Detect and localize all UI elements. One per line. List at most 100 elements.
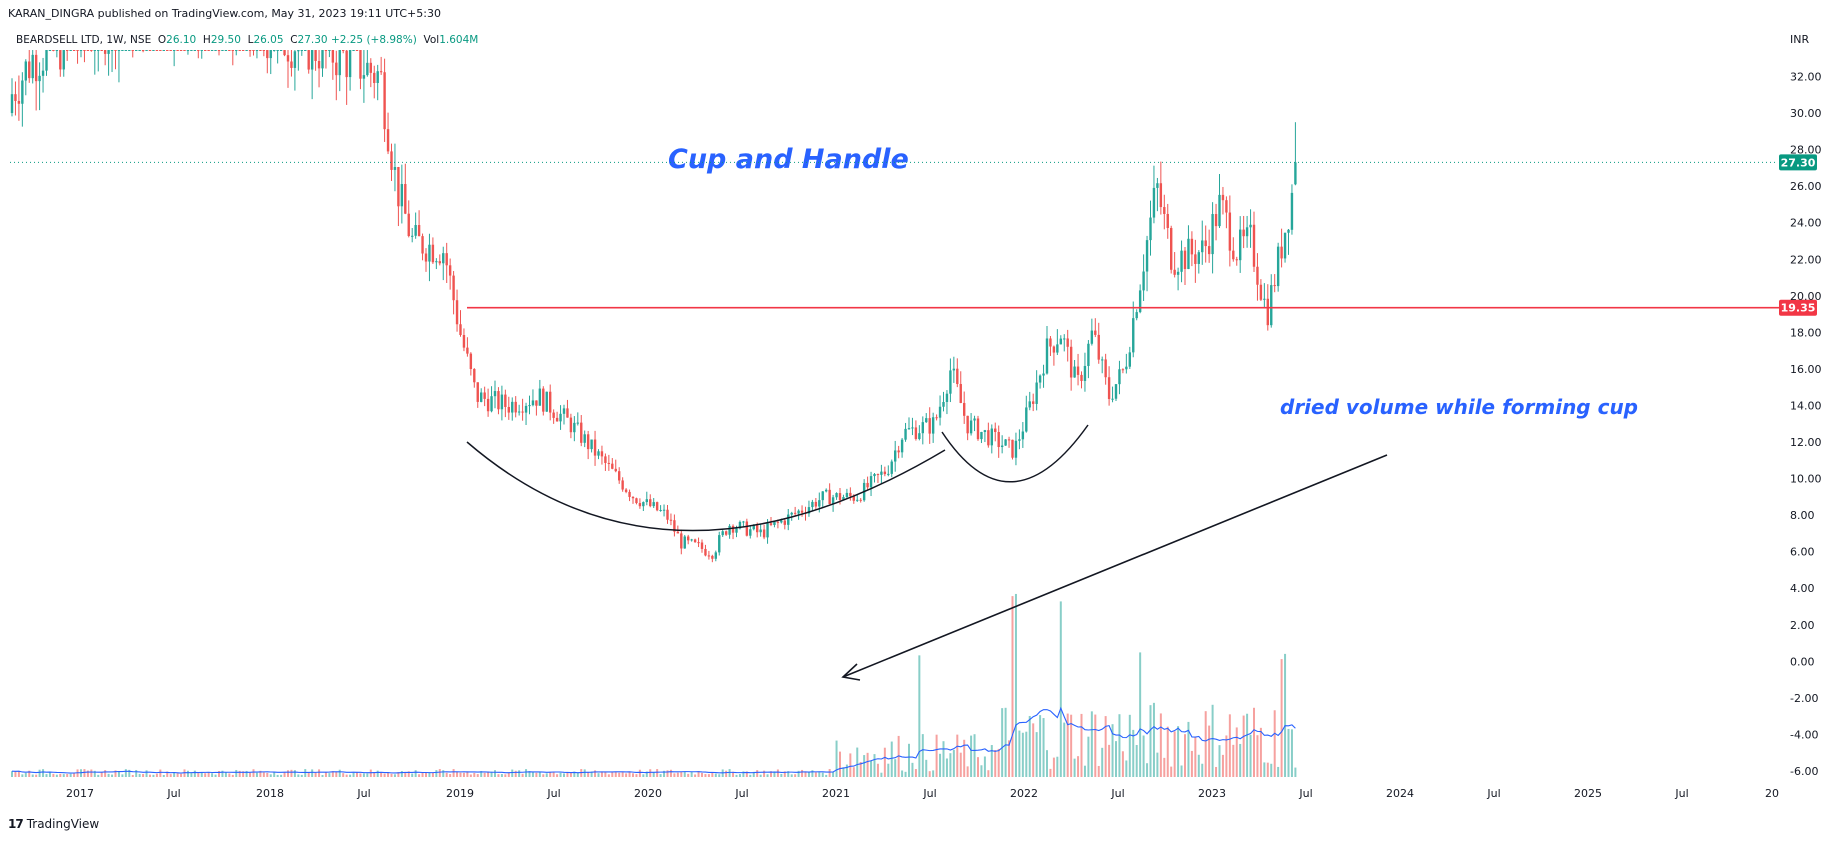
candle-body — [1090, 330, 1094, 344]
volume-bar — [1280, 659, 1283, 777]
candle-body — [859, 499, 862, 501]
candle-body — [890, 461, 893, 474]
volume-bar — [1211, 704, 1214, 777]
volume-bar — [466, 771, 469, 777]
volume-bar — [431, 772, 434, 777]
candle-body — [107, 50, 110, 54]
candle-body — [690, 539, 693, 541]
volume-bar — [563, 773, 565, 777]
volume-bar — [383, 773, 386, 777]
candle-body — [1094, 330, 1097, 335]
volume-bar — [211, 773, 214, 777]
candle-body — [976, 418, 980, 440]
volume-bar — [462, 772, 465, 777]
volume-bar — [649, 769, 652, 777]
candle-body — [831, 497, 835, 505]
volume-bar — [452, 769, 455, 777]
candle-body — [662, 509, 666, 511]
candle-body — [1211, 214, 1214, 255]
volume-bar — [759, 774, 762, 777]
candle-body — [904, 428, 907, 440]
symbol-name[interactable]: BEARDSELL LTD, 1W, NSE — [16, 34, 152, 46]
volume-bar — [131, 774, 134, 777]
candle-body — [866, 482, 869, 488]
volume-bar — [242, 771, 245, 777]
candle-body — [293, 51, 297, 68]
candle-body — [573, 422, 576, 433]
candle-body — [759, 529, 762, 533]
candle-body — [1197, 252, 1200, 264]
candle-body — [462, 335, 466, 348]
volume-bar — [880, 772, 883, 777]
candle-body — [752, 525, 755, 530]
candle-body — [825, 489, 828, 492]
candle-body — [1104, 359, 1107, 378]
volume-bar — [1132, 729, 1135, 777]
candle-body — [580, 422, 583, 443]
candle-body — [711, 555, 714, 559]
volume-bar — [625, 773, 628, 777]
candle-body — [1125, 366, 1128, 370]
candle-body — [604, 456, 607, 463]
y-tick-label: -6.00 — [1790, 765, 1818, 778]
candle-body — [1176, 271, 1180, 275]
volume-bar — [697, 771, 700, 777]
volume-bar — [728, 769, 731, 777]
volume-bar — [331, 771, 334, 777]
volume-bar — [138, 773, 141, 777]
volume-bar — [990, 745, 993, 777]
x-tick-label: 2019 — [446, 787, 474, 800]
volume-bar — [911, 762, 914, 777]
candle-body — [838, 493, 842, 500]
candle-body — [1107, 377, 1111, 400]
candle-body — [1270, 285, 1273, 326]
volume-bar — [356, 771, 358, 777]
volume-bar — [942, 741, 945, 777]
y-tick-label: 14.00 — [1790, 399, 1822, 412]
candle-body — [1014, 440, 1018, 458]
candle-body — [1076, 366, 1080, 375]
volume-bar — [321, 774, 324, 777]
candle-body — [1239, 229, 1242, 261]
volume-value: 1.604M — [439, 34, 479, 46]
candle-body — [1052, 346, 1056, 353]
low-label: L — [247, 34, 254, 46]
candle-body — [1218, 194, 1221, 227]
candle-body — [673, 520, 676, 532]
candle-body — [366, 62, 369, 76]
volume-bar — [1056, 756, 1059, 777]
tradingview-footer[interactable]: 17 TradingView — [8, 817, 99, 831]
volume-bar — [659, 774, 662, 777]
candle-body — [66, 50, 69, 51]
volume-bar — [445, 772, 448, 777]
volume-bar — [821, 772, 824, 777]
volume-bar — [83, 769, 86, 777]
volume-bar — [93, 770, 96, 777]
volume-bar — [1173, 731, 1176, 777]
volume-bar — [300, 774, 303, 777]
volume-bar — [590, 771, 593, 777]
candle-body — [397, 167, 400, 207]
candle-body — [652, 502, 655, 507]
candle-body — [724, 531, 728, 535]
candle-body — [1194, 254, 1197, 264]
candle-body — [1280, 246, 1283, 259]
candle-body — [348, 50, 352, 78]
candle-body — [593, 439, 597, 456]
cup-arc — [466, 441, 946, 532]
candle-body — [169, 50, 172, 51]
volume-bar — [345, 774, 348, 777]
volume-bar — [1090, 711, 1093, 777]
candle-body — [428, 244, 431, 262]
volume-bar — [238, 770, 241, 777]
candle-body — [304, 50, 307, 51]
volume-bar — [1152, 702, 1155, 777]
y-tick-label: 30.00 — [1790, 107, 1822, 120]
y-tick-label: 32.00 — [1790, 71, 1822, 84]
volume-bar — [1077, 756, 1080, 777]
volume-bar — [373, 772, 376, 777]
volume-bar — [676, 772, 679, 777]
price-chart[interactable]: Cup and Handle dried volume while formin… — [0, 0, 1834, 800]
candle-body — [1256, 266, 1259, 285]
candle-body — [1294, 162, 1297, 185]
